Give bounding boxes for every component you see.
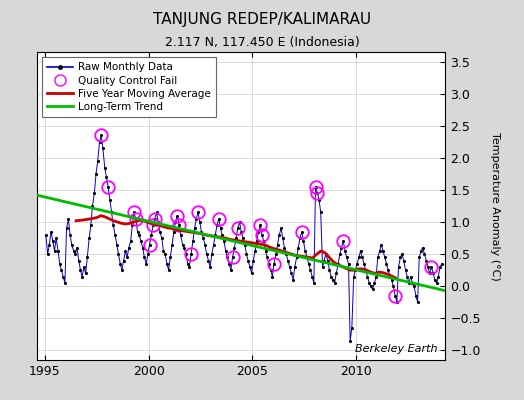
- Text: 2.117 N, 117.450 E (Indonesia): 2.117 N, 117.450 E (Indonesia): [165, 36, 359, 49]
- Legend: Raw Monthly Data, Quality Control Fail, Five Year Moving Average, Long-Term Tren: Raw Monthly Data, Quality Control Fail, …: [42, 57, 216, 117]
- Y-axis label: Temperature Anomaly (°C): Temperature Anomaly (°C): [490, 132, 500, 280]
- Text: Berkeley Earth: Berkeley Earth: [355, 344, 437, 354]
- Text: TANJUNG REDEP/KALIMARAU: TANJUNG REDEP/KALIMARAU: [153, 12, 371, 27]
